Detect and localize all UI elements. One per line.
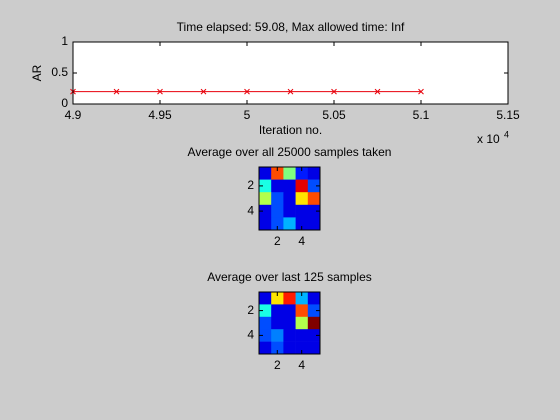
data-marker (374, 88, 381, 95)
x-tick-label: 5 (244, 108, 251, 122)
y-tick-label: 4 (247, 328, 254, 342)
x-tick-label: 4.9 (65, 108, 82, 122)
heatmap-cell (295, 304, 309, 318)
axes-box (258, 291, 321, 355)
heatmap-cell (259, 192, 272, 206)
heatmap-cell (295, 179, 309, 193)
heatmap-cell (307, 292, 321, 305)
y-tick-label: 4 (247, 203, 254, 217)
heatmap-cell (307, 304, 321, 318)
heatmap-cell (307, 192, 321, 206)
heatmap-cell (271, 192, 284, 206)
heatmap-cell (295, 292, 309, 305)
axes-box (258, 166, 321, 231)
heatmap-cell (271, 316, 284, 330)
heatmap-cell (295, 217, 309, 231)
heatmap-cell (271, 341, 284, 355)
axes-title: Average over last 125 samples (207, 270, 372, 284)
x-tick-label: 4.95 (148, 108, 172, 122)
heatmap-cell (271, 217, 284, 231)
heatmap-cell (259, 304, 272, 318)
heatmap-cell (283, 329, 296, 342)
x-tick-label: 4 (298, 234, 305, 248)
axes-background (73, 42, 508, 104)
heatmap-cell (271, 167, 284, 180)
heatmap-cell (307, 316, 321, 330)
y-tick-label: 0.5 (51, 65, 68, 79)
heatmap-cell (283, 204, 296, 218)
heatmap-cell (283, 192, 296, 206)
heatmap-cell (307, 217, 321, 231)
y-tick-label: 1 (61, 34, 68, 48)
heatmap-cell (259, 329, 272, 342)
heatmap-cell (307, 204, 321, 218)
data-marker (331, 88, 337, 95)
x-tick-label: 2 (274, 234, 281, 248)
axes-title: Average over all 25000 samples taken (188, 145, 392, 159)
heatmap-cell (259, 316, 272, 330)
y-axis-label: AR (30, 64, 44, 81)
heatmap-cell (307, 341, 321, 355)
heatmap-cell (259, 204, 272, 218)
heatmap-cell (307, 179, 321, 193)
data-marker (157, 88, 163, 95)
x-tick-label: 4 (298, 358, 305, 372)
heatmap-cell (295, 192, 309, 206)
x-tick-label: 5.05 (322, 108, 346, 122)
heatmap-cell (259, 292, 272, 305)
y-tick-label: 2 (247, 303, 254, 317)
heatmap-cell (283, 292, 296, 305)
heatmap-cell (271, 329, 284, 342)
x-exponent-power: 4 (504, 129, 509, 139)
heatmap-cell (295, 204, 309, 218)
data-marker (244, 88, 250, 95)
data-marker (200, 88, 207, 95)
heatmap-cell (283, 341, 296, 355)
heatmap-cell (307, 167, 321, 180)
heatmap-cell (283, 167, 296, 180)
heatmap-cell (259, 341, 272, 355)
axes-title: Time elapsed: 59.08, Max allowed time: I… (177, 20, 405, 34)
heatmap-cell (307, 329, 321, 342)
heatmap-cell (259, 167, 272, 180)
x-exponent-base: x 10 (477, 132, 500, 146)
heatmap-cell (295, 329, 309, 342)
heatmap-cell (283, 217, 296, 231)
data-marker (113, 88, 120, 95)
heatmap-cell (271, 304, 284, 318)
y-tick-label: 2 (247, 178, 254, 192)
x-tick-label: 2 (274, 358, 281, 372)
data-marker (287, 88, 294, 95)
heatmap-cell (283, 179, 296, 193)
heatmap-cell (295, 167, 309, 180)
heatmap-cell (259, 217, 272, 231)
heatmap-cell (271, 292, 284, 305)
y-tick-label: 0 (61, 96, 68, 110)
heatmap-cell (295, 341, 309, 355)
heatmap-cell (295, 316, 309, 330)
x-tick-label: 5.1 (413, 108, 430, 122)
heatmap-cell (259, 179, 272, 193)
x-tick-label: 5.15 (496, 108, 520, 122)
heatmap-cell (283, 316, 296, 330)
heatmap-cell (271, 204, 284, 218)
data-marker (418, 88, 424, 95)
heatmap-cell (271, 179, 284, 193)
heatmap-cell (283, 304, 296, 318)
x-axis-label: Iteration no. (259, 123, 322, 137)
